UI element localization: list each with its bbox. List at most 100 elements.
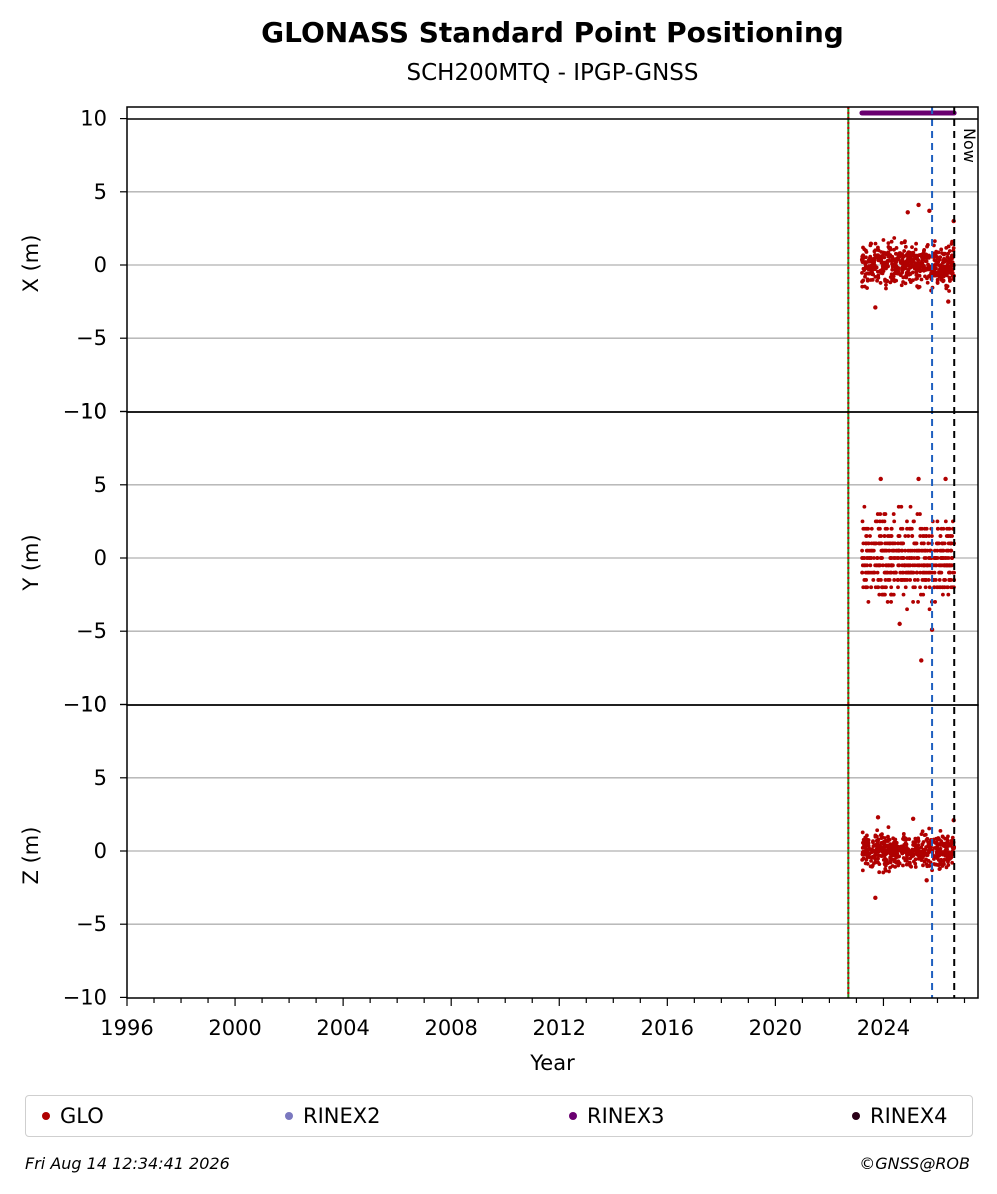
data-point xyxy=(921,570,926,575)
data-point xyxy=(884,266,888,271)
data-point xyxy=(940,834,945,839)
data-point xyxy=(949,271,954,275)
data-point xyxy=(941,548,946,553)
data-point xyxy=(916,843,921,847)
data-point xyxy=(880,849,885,854)
data-point xyxy=(869,526,874,531)
data-point xyxy=(946,585,950,590)
y-tick-label: 5 xyxy=(94,180,107,204)
data-point xyxy=(889,600,894,604)
data-point xyxy=(943,836,948,841)
y-tick-label: −10 xyxy=(63,985,107,1009)
data-point xyxy=(889,272,894,277)
data-point xyxy=(938,859,943,863)
data-point xyxy=(886,241,891,246)
data-point xyxy=(896,534,901,538)
data-point xyxy=(878,578,883,582)
panel-frame xyxy=(126,704,979,999)
data-point xyxy=(905,849,910,854)
data-point xyxy=(896,504,901,509)
data-point xyxy=(869,556,874,560)
data-point xyxy=(906,563,911,568)
data-point xyxy=(884,850,889,854)
data-point xyxy=(907,556,912,560)
data-point xyxy=(869,858,873,863)
data-point xyxy=(916,856,921,861)
data-point xyxy=(886,258,891,263)
data-point xyxy=(894,260,898,265)
vertical-markers xyxy=(847,107,956,998)
data-point xyxy=(924,556,928,560)
data-point xyxy=(907,860,912,865)
data-point xyxy=(892,271,897,276)
data-point xyxy=(919,277,924,282)
data-point xyxy=(925,836,930,841)
data-point xyxy=(885,534,890,538)
x-tick-label: 2008 xyxy=(424,1016,477,1040)
data-point xyxy=(948,264,953,269)
y-tick-label: −5 xyxy=(76,326,107,350)
data-point xyxy=(914,255,919,260)
data-point xyxy=(902,578,906,582)
data-point xyxy=(878,476,883,482)
data-point xyxy=(916,476,921,482)
legend-label-rinex4: RINEX4 xyxy=(870,1104,948,1128)
axes xyxy=(120,106,979,1006)
data-point xyxy=(913,836,918,841)
data-point xyxy=(863,526,867,531)
data-point xyxy=(927,208,932,214)
chart-title: GLONASS Standard Point Positioning xyxy=(261,16,844,49)
data-point xyxy=(935,541,940,546)
data-point xyxy=(949,242,954,246)
data-point xyxy=(950,253,954,258)
data-point xyxy=(926,858,931,863)
data-point xyxy=(889,526,894,531)
data-point xyxy=(879,534,883,538)
data-point xyxy=(894,860,899,865)
data-point xyxy=(887,548,891,553)
legend-item-rinex2: RINEX2 xyxy=(285,1104,381,1128)
data-point xyxy=(938,534,943,538)
data-point xyxy=(897,621,902,627)
x-axis-label: Year xyxy=(529,1051,575,1075)
data-point xyxy=(921,850,925,855)
data-point xyxy=(860,830,865,835)
data-point xyxy=(884,585,888,590)
data-point xyxy=(942,563,946,568)
data-point xyxy=(910,534,915,538)
data-point xyxy=(904,273,909,278)
data-point xyxy=(871,839,875,844)
data-point xyxy=(862,563,867,568)
data-point xyxy=(899,240,904,245)
legend-item-glo: GLO xyxy=(42,1104,104,1128)
data-point xyxy=(916,202,921,208)
data-point xyxy=(860,868,865,873)
data-point xyxy=(893,251,898,256)
data-point xyxy=(905,254,910,259)
data-point xyxy=(902,264,907,269)
data-point xyxy=(872,853,877,858)
data-point xyxy=(903,244,908,249)
data-point xyxy=(932,570,937,575)
data-point xyxy=(933,600,937,604)
timestamp: Fri Aug 14 12:34:41 2026 xyxy=(25,1154,230,1173)
data-point xyxy=(897,548,901,553)
data-point xyxy=(884,262,889,267)
data-point xyxy=(886,254,891,259)
data-point xyxy=(941,279,945,284)
data-point xyxy=(924,570,929,575)
data-point xyxy=(901,280,905,284)
data-point xyxy=(926,541,931,546)
data-point xyxy=(877,255,881,260)
data-point xyxy=(950,556,954,560)
data-point xyxy=(878,519,882,524)
data-point xyxy=(915,512,920,516)
data-point xyxy=(920,829,925,834)
data-point xyxy=(925,243,930,247)
data-point xyxy=(881,563,885,568)
data-point xyxy=(917,548,921,553)
data-point xyxy=(869,847,874,852)
axis-labels: 10 5 0 −5 −10 X (m) 10 5 0 −5 −10 Y (m) 10 5 0 −5 −10 Z (… xyxy=(19,107,979,1075)
legend-marker-rinex4 xyxy=(852,1112,860,1120)
data-point xyxy=(865,563,869,568)
